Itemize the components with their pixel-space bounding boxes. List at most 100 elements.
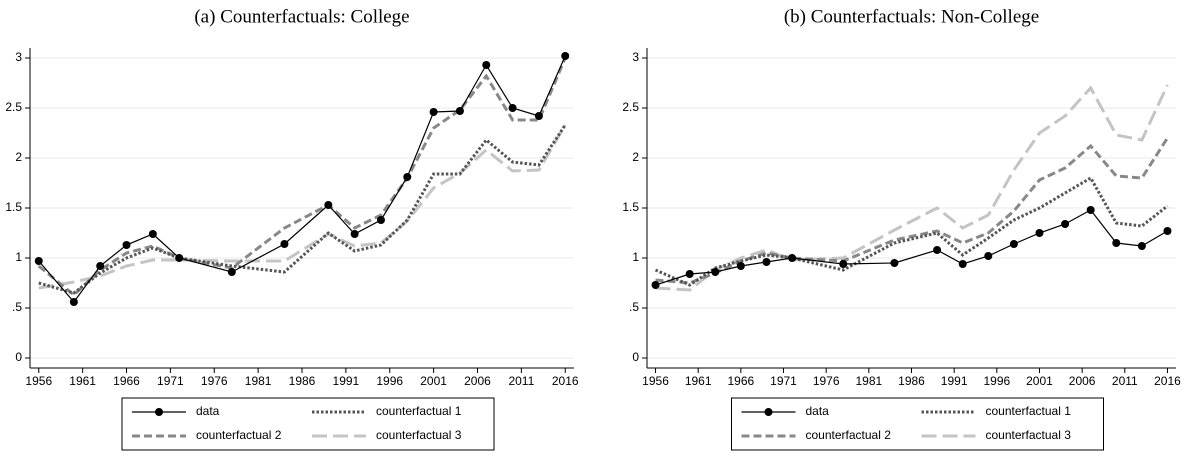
legend-label: counterfactual 1 — [986, 404, 1072, 418]
x-tick-label: 1991 — [941, 374, 968, 388]
data-point — [958, 260, 967, 268]
x-tick-label: 2011 — [508, 374, 534, 388]
legend-label: counterfactual 2 — [196, 428, 282, 442]
data-point — [482, 61, 491, 69]
x-tick-label: 1986 — [898, 374, 925, 388]
data-point — [376, 216, 385, 224]
data-point — [508, 104, 517, 112]
series-line — [38, 124, 567, 295]
data-point — [1035, 229, 1044, 237]
x-tick-label: 1956 — [642, 374, 669, 388]
data-point — [762, 258, 771, 266]
data-point — [890, 259, 899, 267]
data-point — [685, 270, 694, 278]
y-tick-label: 3 — [15, 50, 22, 64]
y-tick-label: .5 — [629, 300, 639, 314]
legend-marker — [764, 408, 773, 416]
x-tick-label: 1966 — [113, 374, 140, 388]
x-tick-label: 1996 — [983, 374, 1010, 388]
data-point — [1061, 220, 1070, 228]
data-point — [1086, 206, 1095, 214]
y-tick-label: .5 — [12, 300, 22, 314]
data-point — [561, 52, 570, 60]
x-tick-label: 1961 — [685, 374, 712, 388]
x-tick-label: 2016 — [1154, 374, 1181, 388]
x-tick-label: 1986 — [289, 374, 316, 388]
data-point — [34, 257, 43, 265]
chart-title: (a) Counterfactuals: College — [194, 6, 409, 27]
y-tick-label: 0 — [632, 350, 639, 364]
data-point — [69, 298, 78, 306]
data-point — [96, 262, 105, 270]
data-point — [1009, 240, 1018, 248]
legend-box — [731, 397, 1104, 451]
y-tick-label: 1.5 — [5, 200, 22, 214]
data-point — [984, 252, 993, 260]
x-tick-label: 1976 — [813, 374, 840, 388]
data-point — [651, 281, 660, 289]
data-point — [429, 108, 438, 116]
x-tick-label: 1961 — [69, 374, 96, 388]
legend-label: data — [806, 404, 830, 418]
data-point — [736, 262, 745, 270]
x-tick-label: 2001 — [420, 374, 447, 388]
series-line — [655, 84, 1169, 292]
data-point — [839, 260, 848, 268]
x-tick-label: 2001 — [1026, 374, 1053, 388]
data-point — [403, 173, 412, 181]
legend-box — [121, 397, 495, 451]
data-point — [324, 201, 333, 209]
legend-marker — [155, 408, 163, 416]
data-point — [175, 254, 184, 262]
x-tick-label: 1971 — [770, 374, 797, 388]
chart-title: (b) Counterfactuals: Non-College — [784, 6, 1039, 27]
x-tick-label: 1996 — [376, 374, 403, 388]
y-tick-label: 2 — [15, 150, 22, 164]
series-line — [38, 124, 567, 290]
y-tick-label: 2.5 — [622, 100, 639, 114]
y-tick-label: 1 — [632, 250, 639, 264]
data-point — [1137, 242, 1146, 250]
data-point — [534, 112, 543, 120]
data-point — [280, 240, 289, 248]
x-tick-label: 1966 — [728, 374, 755, 388]
x-tick-label: 1981 — [245, 374, 272, 388]
x-tick-label: 2006 — [1069, 374, 1096, 388]
series-line — [655, 137, 1169, 285]
chart: (b) Counterfactuals: Non-College 0 .5 1 1.5 2… — [622, 6, 1181, 451]
data-point — [711, 268, 720, 276]
x-tick-label: 1991 — [333, 374, 360, 388]
series-line — [655, 209, 1168, 286]
x-tick-label: 1956 — [25, 374, 52, 388]
x-tick-label: 1971 — [157, 374, 184, 388]
data-point — [350, 230, 359, 238]
x-tick-label: 2016 — [552, 374, 579, 388]
x-tick-label: 2006 — [464, 374, 491, 388]
legend-label: data — [196, 404, 220, 418]
legend-label: counterfactual 3 — [376, 428, 462, 442]
data-point — [455, 107, 464, 115]
data-point — [788, 254, 797, 262]
y-tick-label: 1 — [15, 250, 22, 264]
y-tick-label: 2.5 — [5, 100, 22, 114]
chart: (a) Counterfactuals: College 0 .5 1 1.5 2 2.5 3… — [5, 6, 579, 451]
y-tick-label: 2 — [632, 150, 639, 164]
data-point — [933, 246, 942, 254]
series-line — [37, 57, 567, 298]
x-tick-label: 1981 — [855, 374, 882, 388]
y-tick-label: 3 — [632, 50, 639, 64]
legend-label: counterfactual 1 — [376, 404, 462, 418]
data-point — [227, 268, 236, 276]
series-line — [654, 175, 1169, 287]
data-point — [1163, 227, 1172, 235]
x-tick-label: 1976 — [201, 374, 228, 388]
legend-label: counterfactual 3 — [986, 428, 1072, 442]
data-point — [1112, 239, 1121, 247]
x-tick-label: 2011 — [1112, 374, 1138, 388]
series-line — [38, 55, 566, 303]
y-tick-label: 1.5 — [622, 200, 639, 214]
data-point — [122, 241, 131, 249]
y-tick-label: 0 — [15, 350, 22, 364]
data-point — [148, 230, 157, 238]
